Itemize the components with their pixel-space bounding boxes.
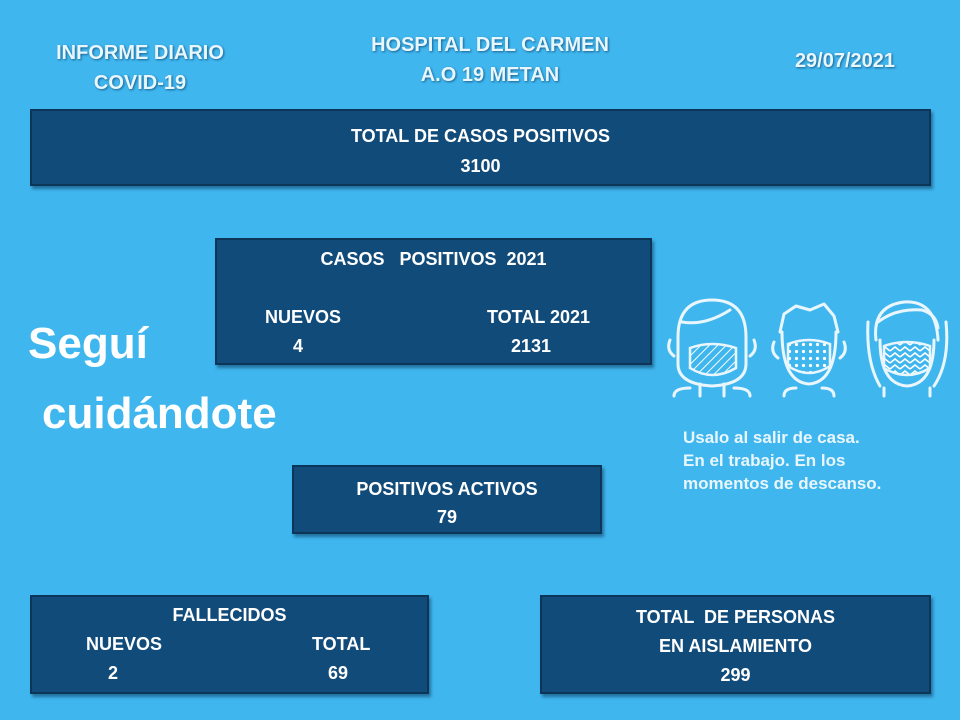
hospital-name-line1: HOSPITAL DEL CARMEN	[371, 34, 609, 56]
report-title: INFORME DIARIO COVID-19	[30, 38, 250, 98]
active-positive-value: 79	[436, 507, 458, 527]
masked-faces-illustration	[667, 298, 949, 398]
active-positive-label: POSITIVOS ACTIVOS	[356, 479, 538, 499]
tip-line2: En el trabajo. En los	[683, 451, 846, 470]
total-positive-value: 3100	[460, 156, 501, 176]
tip-line3: momentos de descanso.	[683, 474, 882, 493]
report-title-line2: COVID-19	[93, 72, 187, 94]
tip-line1: Usalo al salir de casa.	[683, 428, 860, 447]
isolation-panel: TOTAL DE PERSONAS EN AISLAMIENTO 299	[540, 595, 931, 694]
slogan-line1: Seguí	[28, 319, 148, 368]
positive-2021-total-label: TOTAL 2021	[487, 307, 591, 327]
isolation-value: 299	[720, 665, 751, 685]
deaths-new-value: 2	[108, 663, 119, 683]
hospital-name: HOSPITAL DEL CARMEN A.O 19 METAN	[330, 30, 650, 90]
deaths-panel: FALLECIDOS NUEVOS 2 TOTAL 69	[30, 595, 429, 694]
deaths-total-label: TOTAL	[312, 634, 371, 654]
deaths-new-label: NUEVOS	[86, 634, 163, 654]
deaths-total-value: 69	[328, 663, 349, 683]
report-title-line1: INFORME DIARIO	[56, 42, 224, 64]
active-positive-panel: POSITIVOS ACTIVOS 79	[292, 465, 602, 534]
hospital-name-line2: A.O 19 METAN	[420, 64, 560, 86]
positive-2021-total-value: 2131	[511, 336, 552, 356]
deaths-title: FALLECIDOS	[172, 605, 287, 625]
report-date: 29/07/2021	[794, 50, 896, 72]
positive-2021-title: CASOS POSITIVOS 2021	[320, 249, 547, 269]
positive-2021-new-value: 4	[293, 336, 304, 356]
slogan-line2: cuidándote	[42, 389, 277, 438]
positive-2021-new-label: NUEVOS	[265, 307, 342, 327]
isolation-label-line1: TOTAL DE PERSONAS	[635, 607, 836, 627]
total-positive-label: TOTAL DE CASOS POSITIVOS	[350, 126, 611, 146]
total-positive-panel: TOTAL DE CASOS POSITIVOS 3100	[30, 109, 931, 186]
mask-usage-tip: Usalo al salir de casa. En el trabajo. E…	[683, 426, 953, 495]
isolation-label-line2: EN AISLAMIENTO	[658, 636, 812, 656]
positive-2021-panel: CASOS POSITIVOS 2021 NUEVOS 4 TOTAL 2021…	[215, 238, 652, 365]
